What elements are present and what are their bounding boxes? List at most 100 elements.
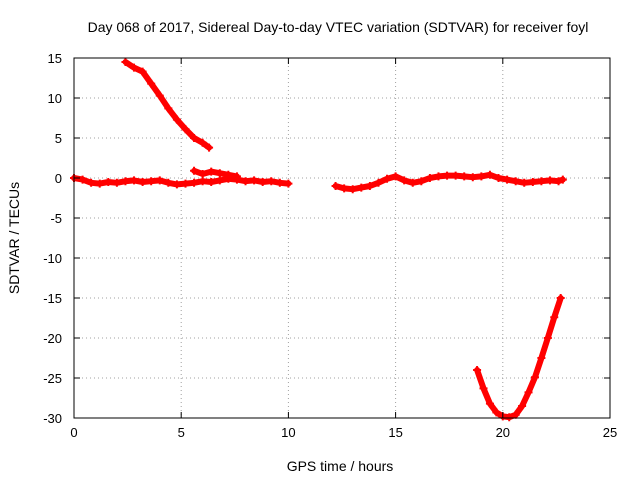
y-tick-label: 5 bbox=[55, 131, 62, 146]
y-tick-label: -5 bbox=[50, 211, 62, 226]
data-point bbox=[443, 171, 452, 180]
grid-lines bbox=[74, 58, 610, 418]
data-point bbox=[121, 177, 130, 186]
data-point bbox=[537, 177, 546, 186]
x-tick-label: 20 bbox=[496, 425, 510, 440]
y-tick-label: -10 bbox=[43, 251, 62, 266]
data-point bbox=[524, 388, 533, 397]
data-point bbox=[520, 178, 529, 187]
data-point bbox=[511, 410, 520, 419]
data-point bbox=[155, 176, 164, 185]
series-trace bbox=[332, 171, 566, 193]
data-point bbox=[284, 179, 293, 188]
data-point bbox=[554, 177, 563, 186]
axes: 0 5 10 15 20 25 15 10 5 0 -5 -10 -15 -20 -25 -30 bbox=[43, 51, 617, 440]
data-point bbox=[207, 167, 216, 176]
data-point bbox=[537, 354, 546, 362]
data-point bbox=[164, 178, 173, 187]
x-tick-label: 25 bbox=[603, 425, 617, 440]
data-point bbox=[485, 170, 494, 179]
data-point bbox=[434, 172, 443, 181]
data-point bbox=[215, 176, 224, 185]
data-point bbox=[87, 178, 96, 187]
data-point bbox=[451, 171, 460, 180]
data-point bbox=[417, 177, 426, 186]
x-tick-label: 10 bbox=[281, 425, 295, 440]
data-point bbox=[190, 178, 199, 187]
data-point bbox=[181, 125, 190, 134]
data-point bbox=[241, 177, 250, 186]
data-point bbox=[138, 178, 147, 186]
series-trace bbox=[122, 59, 213, 151]
series-near-zero-afternoon bbox=[331, 170, 567, 194]
data-point bbox=[198, 177, 207, 186]
data-point bbox=[400, 176, 409, 185]
y-axis-label: SDTVAR / TECUs bbox=[6, 182, 22, 294]
data-point bbox=[172, 180, 181, 189]
y-tick-label: -15 bbox=[43, 291, 62, 306]
data-point bbox=[172, 115, 181, 124]
data-point bbox=[468, 173, 477, 182]
data-point bbox=[130, 63, 139, 72]
data-point bbox=[198, 170, 207, 178]
data-point bbox=[104, 178, 113, 186]
data-point bbox=[425, 174, 434, 182]
data-point bbox=[473, 366, 482, 374]
series-u-shape-dip bbox=[473, 294, 565, 422]
data-point bbox=[121, 58, 130, 66]
data-point bbox=[331, 182, 340, 190]
data-point bbox=[224, 170, 233, 179]
data-point bbox=[383, 174, 392, 183]
data-point bbox=[485, 399, 494, 408]
data-point bbox=[391, 172, 400, 181]
data-point bbox=[267, 177, 276, 186]
data-point bbox=[155, 91, 164, 100]
y-tick-label: 0 bbox=[55, 171, 62, 186]
series-decline-early bbox=[121, 58, 214, 152]
data-point bbox=[190, 166, 199, 175]
data-point bbox=[198, 138, 207, 147]
x-tick-label: 15 bbox=[388, 425, 402, 440]
data-point bbox=[503, 175, 512, 184]
data-point bbox=[477, 172, 486, 181]
data-point bbox=[357, 183, 366, 192]
x-axis-label: GPS time / hours bbox=[287, 458, 394, 474]
y-tick-label: -25 bbox=[43, 371, 62, 386]
data-point bbox=[112, 178, 121, 187]
data-point bbox=[545, 176, 554, 185]
data-point bbox=[550, 313, 559, 322]
data-point bbox=[505, 413, 514, 422]
data-point bbox=[460, 172, 469, 181]
data-point bbox=[492, 408, 501, 417]
data-point bbox=[190, 134, 199, 142]
data-point bbox=[147, 177, 156, 186]
data-point bbox=[340, 184, 349, 193]
y-tick-label: 15 bbox=[48, 51, 62, 66]
data-point bbox=[215, 169, 224, 178]
data-point bbox=[78, 175, 87, 184]
data-point bbox=[518, 402, 527, 410]
data-point bbox=[232, 172, 241, 181]
data-point bbox=[205, 143, 214, 152]
data-point bbox=[258, 178, 267, 186]
chart-title: Day 068 of 2017, Sidereal Day-to-day VTE… bbox=[88, 19, 589, 35]
data-point bbox=[164, 104, 173, 113]
y-tick-label: 10 bbox=[48, 91, 62, 106]
data-point bbox=[556, 294, 565, 302]
data-point bbox=[207, 178, 216, 186]
series-near-zero-upper-band bbox=[190, 166, 241, 181]
data-point bbox=[558, 175, 567, 184]
data-point bbox=[528, 178, 537, 186]
data-point bbox=[138, 67, 147, 76]
data-point bbox=[408, 178, 417, 187]
data-point bbox=[374, 178, 383, 187]
data-point bbox=[95, 179, 104, 188]
data-point bbox=[275, 178, 284, 187]
data-point bbox=[250, 176, 259, 185]
data-point bbox=[543, 334, 552, 342]
data-point bbox=[494, 174, 503, 182]
data-layer bbox=[70, 58, 567, 422]
data-point bbox=[147, 79, 156, 88]
y-tick-label: -20 bbox=[43, 331, 62, 346]
